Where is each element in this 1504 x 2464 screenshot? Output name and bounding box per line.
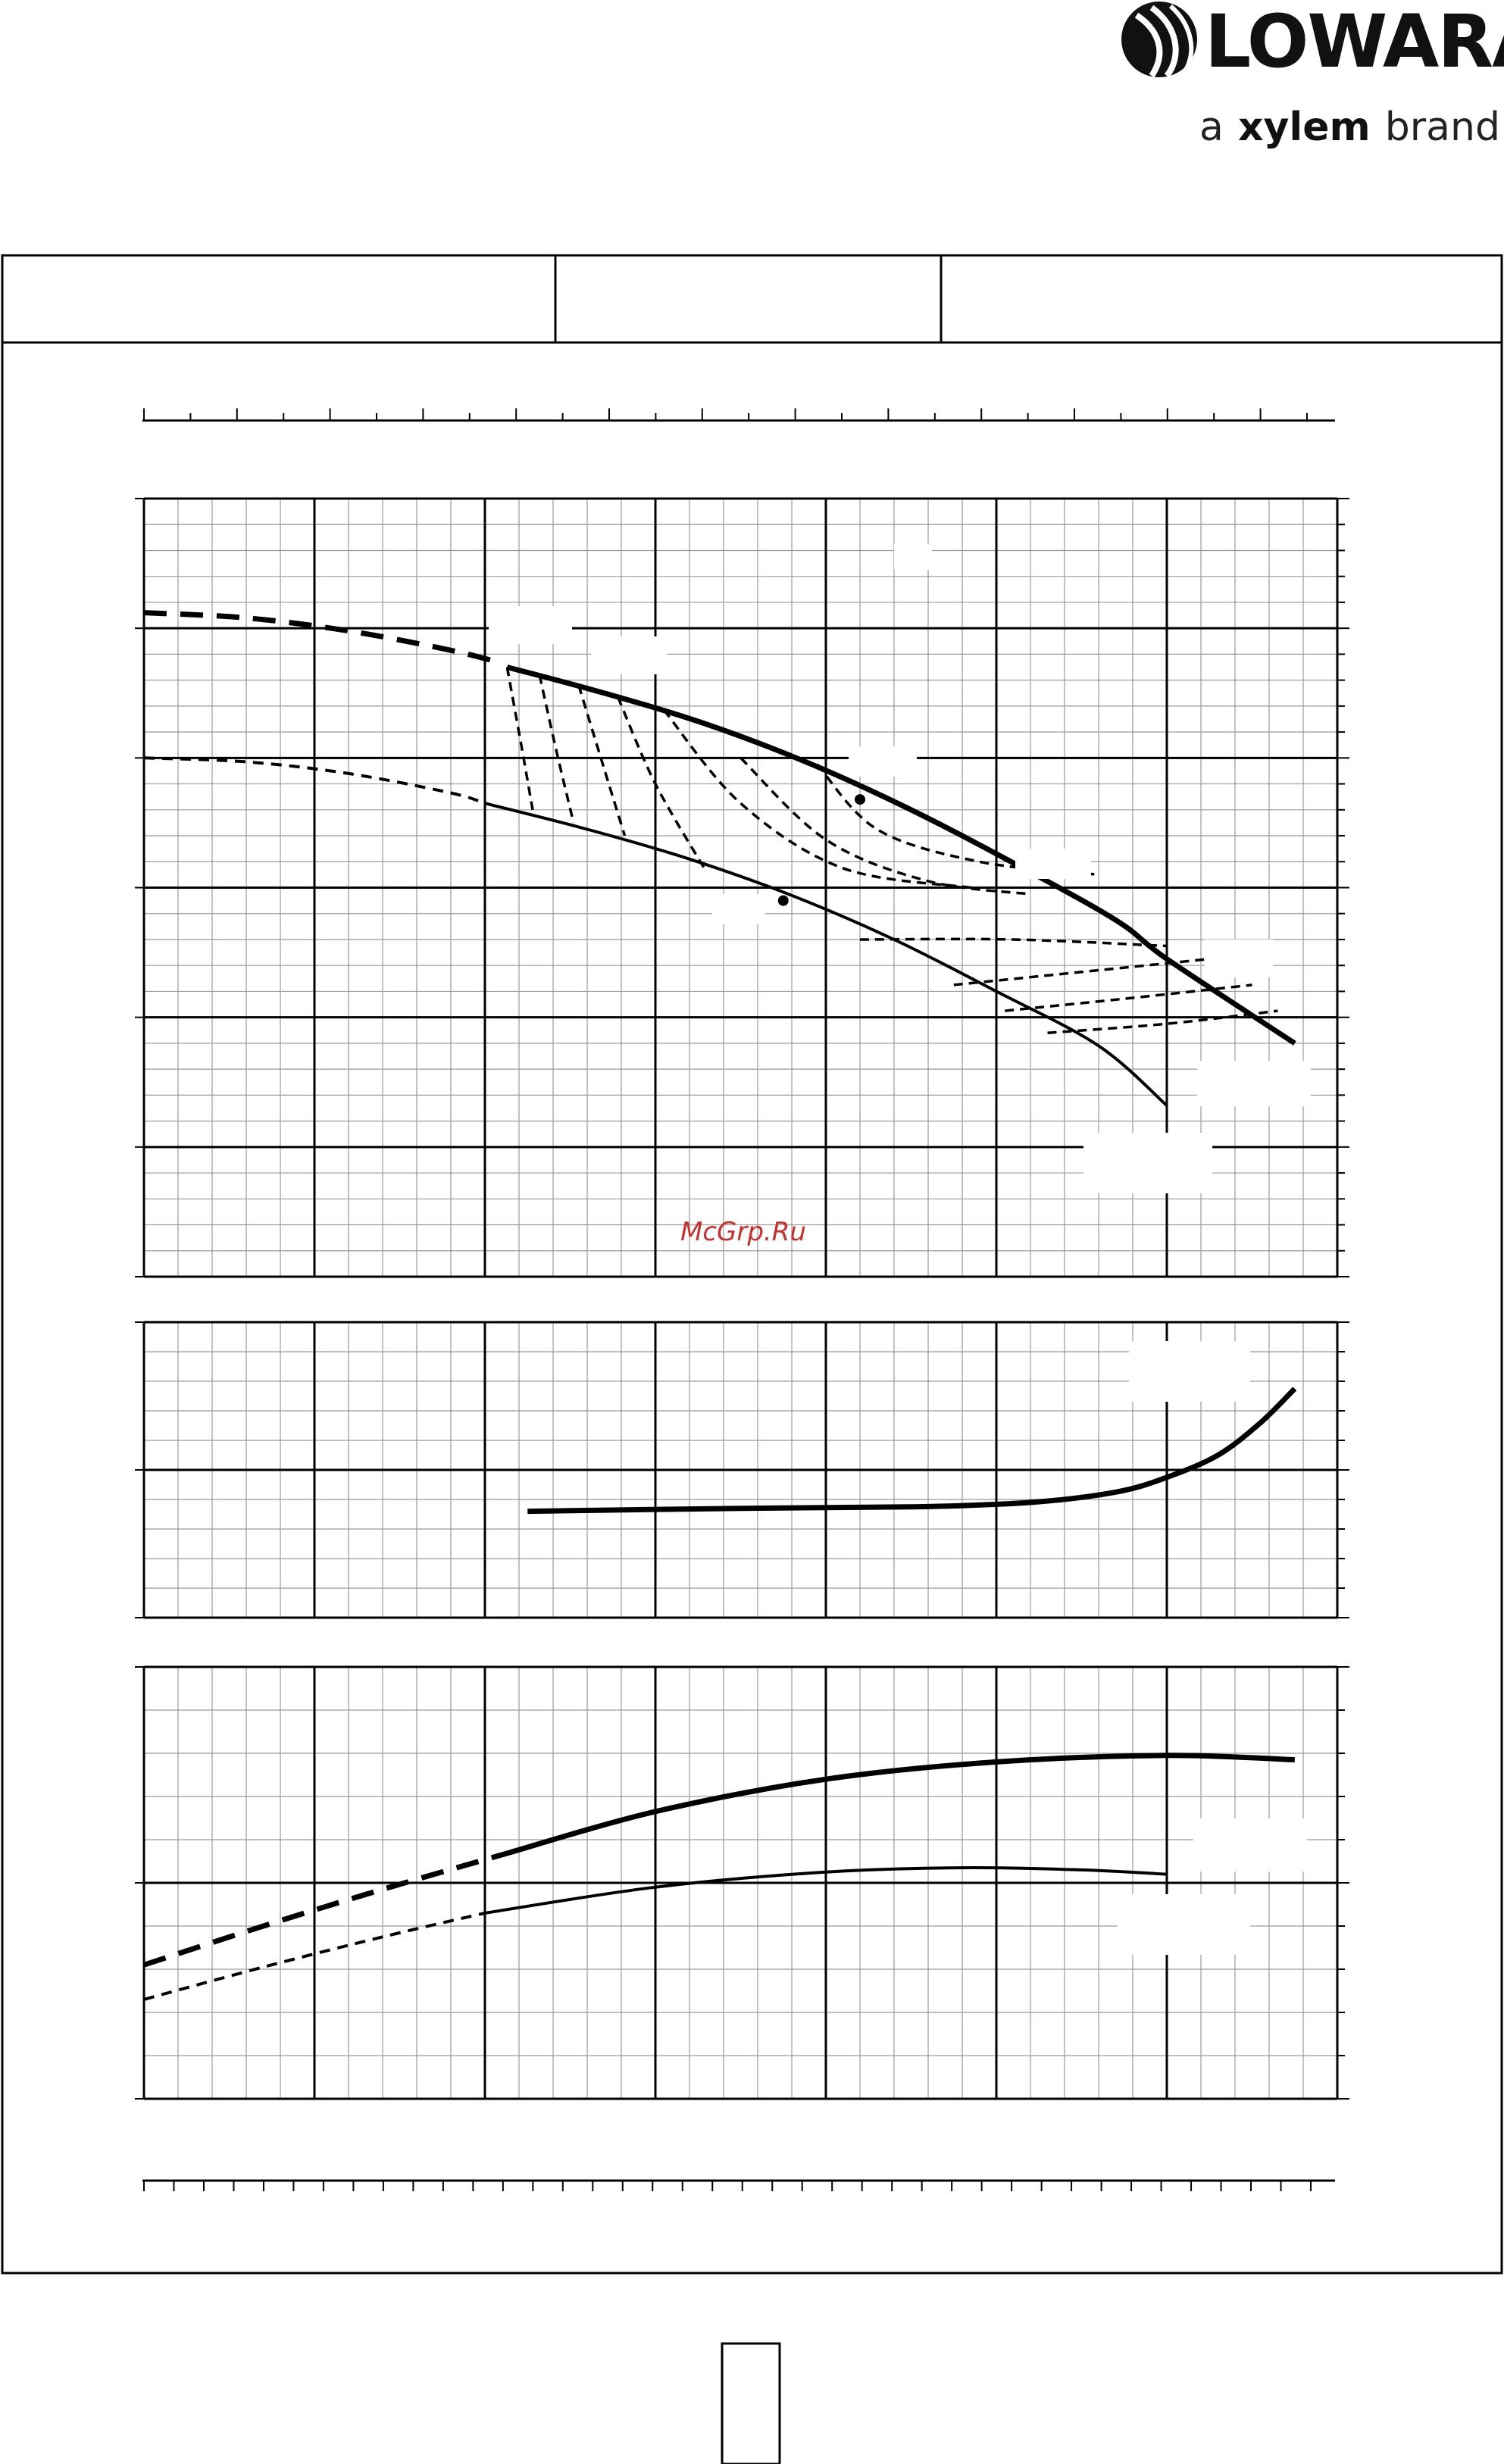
label-patch [1193, 1818, 1307, 1871]
curve-series-1 [527, 1387, 1297, 1515]
page-number-box [721, 2342, 781, 2464]
watermark-text: McGrp.Ru [680, 1217, 806, 1247]
power-curve-chart [135, 1665, 1349, 2100]
brand-logo: LOWARA a xylem brand [1121, 0, 1504, 150]
hatch-curve [739, 757, 1031, 896]
label-patch [1197, 1061, 1311, 1106]
label-patch [1118, 1894, 1250, 1955]
label-patch [1083, 1133, 1212, 1193]
curve-series-4 [484, 1866, 1168, 1915]
curve-point-marker [777, 895, 789, 906]
hatch-curve [577, 684, 627, 836]
hatch-curve [953, 957, 1210, 987]
hatch-curve [1047, 1009, 1278, 1034]
drop-logo-icon [1121, 2, 1197, 78]
curve-series-2 [506, 664, 1296, 1046]
curve-series-1 [143, 610, 503, 666]
label-patch [489, 606, 572, 644]
operating-range-hatch [505, 667, 1278, 1034]
tagline-prefix: a [1199, 105, 1224, 150]
right-axis-ticks [1337, 1321, 1349, 1618]
grid-major [142, 1665, 1339, 2100]
label-patch [1205, 940, 1273, 977]
brand-tagline: a xylem brand [1199, 105, 1500, 150]
curve-series-3 [143, 756, 486, 805]
blank-label-patches [489, 544, 1311, 1955]
label-patch [849, 746, 917, 777]
hatch-curve [1005, 983, 1252, 1012]
curve-series-2 [501, 1753, 1295, 1858]
hatch-curve [616, 696, 708, 873]
hatch-curve [538, 674, 575, 824]
tagline-brand: xylem [1238, 105, 1371, 150]
curve-series-1 [142, 1852, 503, 1968]
brand-name: LOWARA [1205, 0, 1504, 84]
label-patch [712, 894, 765, 924]
tagline-suffix: brand [1385, 105, 1500, 150]
bottom-axis-scale [142, 2179, 1335, 2191]
left-axis-ticks [135, 1666, 144, 2100]
top-axis-scale [142, 408, 1335, 422]
outer-frame [1, 254, 1503, 2275]
curve-series-4 [484, 802, 1168, 1107]
label-patch [1015, 849, 1091, 879]
label-patch [894, 544, 932, 570]
curve-point-marker [855, 794, 865, 805]
right-axis-ticks [1337, 498, 1349, 1277]
right-axis-ticks [1337, 1666, 1349, 2100]
hatch-curve [505, 667, 534, 811]
label-patch [591, 636, 667, 674]
hatch-curve [662, 708, 971, 890]
left-axis-ticks [135, 498, 144, 1277]
left-axis-ticks [135, 1321, 144, 1618]
label-patch [1129, 1341, 1250, 1402]
sheet-frame [1, 254, 1503, 2275]
